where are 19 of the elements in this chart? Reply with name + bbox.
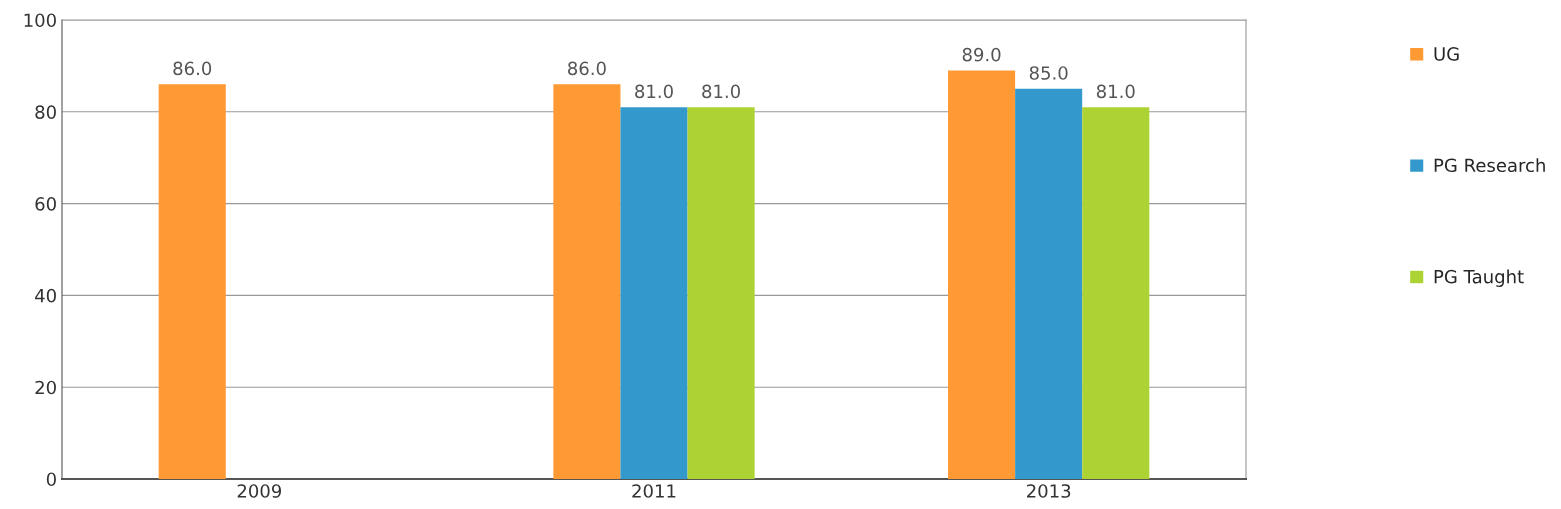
legend-label: UG [1434, 47, 1459, 61]
y-tick-label: 80 [35, 105, 56, 119]
legend-label: PG Taught [1434, 269, 1524, 287]
data-label: 81.0 [635, 84, 673, 99]
y-tick-label: 20 [35, 380, 56, 395]
data-label: 85.0 [1029, 66, 1068, 80]
y-tick-label: 100 [24, 13, 56, 28]
legend-label: PG Research [1434, 158, 1545, 173]
data-label: 86.0 [173, 61, 212, 76]
data-label: 86.0 [568, 61, 606, 76]
data-label: 81.0 [702, 84, 740, 99]
x-tick-label: 2013 [1027, 484, 1071, 498]
y-tick-label: 0 [46, 472, 56, 487]
data-label: 89.0 [962, 47, 1001, 62]
x-tick-label: 2009 [237, 484, 282, 498]
y-tick-label: 60 [35, 197, 56, 211]
y-tick-label: 40 [35, 288, 56, 303]
x-tick-label: 2011 [632, 484, 676, 498]
data-label: 81.0 [1096, 84, 1135, 99]
